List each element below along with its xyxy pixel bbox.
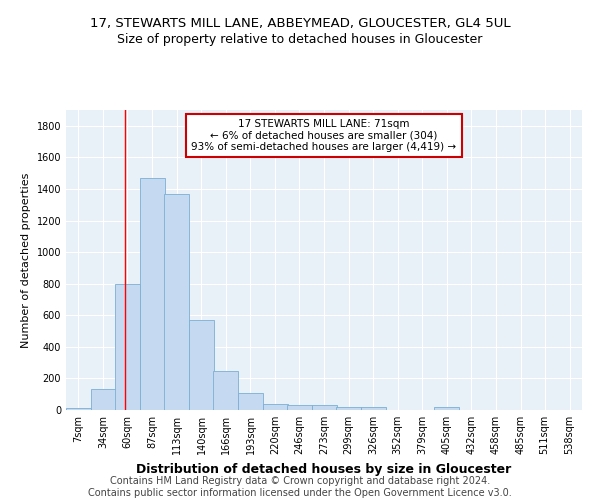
Text: Size of property relative to detached houses in Gloucester: Size of property relative to detached ho… <box>118 32 482 46</box>
Bar <box>287 406 312 410</box>
Text: Contains HM Land Registry data © Crown copyright and database right 2024.
Contai: Contains HM Land Registry data © Crown c… <box>88 476 512 498</box>
Bar <box>66 408 91 410</box>
Bar <box>213 370 238 410</box>
Bar <box>263 404 287 410</box>
Bar <box>238 393 263 410</box>
Text: 17 STEWARTS MILL LANE: 71sqm
← 6% of detached houses are smaller (304)
93% of se: 17 STEWARTS MILL LANE: 71sqm ← 6% of det… <box>191 119 457 152</box>
Bar <box>91 390 116 410</box>
Text: 17, STEWARTS MILL LANE, ABBEYMEAD, GLOUCESTER, GL4 5UL: 17, STEWARTS MILL LANE, ABBEYMEAD, GLOUC… <box>89 18 511 30</box>
Bar <box>361 407 386 410</box>
Bar <box>312 406 337 410</box>
Bar <box>140 178 164 410</box>
Bar <box>189 320 214 410</box>
Bar <box>115 284 140 410</box>
X-axis label: Distribution of detached houses by size in Gloucester: Distribution of detached houses by size … <box>136 462 512 475</box>
Bar <box>336 407 361 410</box>
Y-axis label: Number of detached properties: Number of detached properties <box>21 172 31 348</box>
Bar <box>164 194 189 410</box>
Bar <box>434 407 459 410</box>
